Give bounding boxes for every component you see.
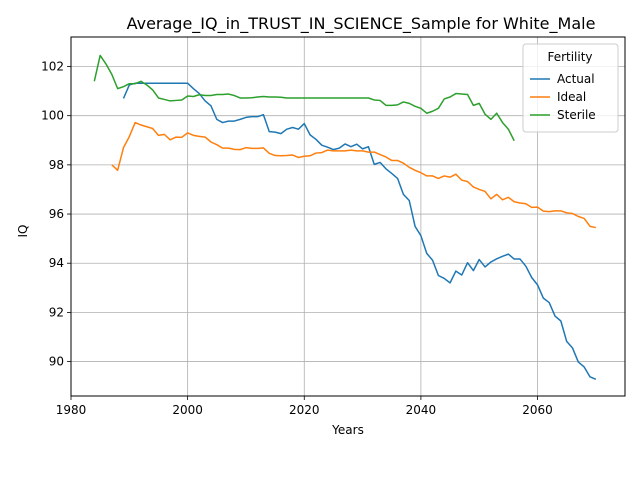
series-line-sterile <box>93 54 515 142</box>
x-tick-label: 2020 <box>289 403 320 417</box>
legend: Fertility Actual Ideal Sterile <box>522 43 619 133</box>
y-tick-label: 96 <box>49 207 64 221</box>
series-line-ideal <box>111 121 596 229</box>
x-tick-label: 2060 <box>522 403 553 417</box>
chart-title: Average_IQ_in_TRUST_IN_SCIENCE_Sample fo… <box>127 14 596 34</box>
y-tick-label: 102 <box>41 60 64 74</box>
legend-label-sterile: Sterile <box>557 108 596 122</box>
x-tick-label: 2000 <box>172 403 203 417</box>
x-tick-label: 2040 <box>406 403 437 417</box>
series-lines <box>93 54 597 380</box>
y-tick-label: 92 <box>49 305 64 319</box>
y-axis-label: IQ <box>16 225 30 238</box>
x-tick-label: 1980 <box>56 403 87 417</box>
y-tick-label: 100 <box>41 109 64 123</box>
legend-label-ideal: Ideal <box>557 90 586 104</box>
x-axis-ticks: 1980 2000 2020 2040 2060 <box>56 396 553 417</box>
series-line-actual <box>122 82 597 380</box>
legend-title: Fertility <box>547 50 592 64</box>
legend-box <box>522 43 619 133</box>
y-tick-label: 98 <box>49 158 64 172</box>
y-axis-ticks: 90 92 94 96 98 100 102 <box>41 60 71 369</box>
x-axis-label: Years <box>331 423 364 437</box>
plot-frame <box>70 36 626 397</box>
y-tick-label: 94 <box>49 256 64 270</box>
legend-label-actual: Actual <box>557 72 595 86</box>
y-tick-label: 90 <box>49 355 64 369</box>
